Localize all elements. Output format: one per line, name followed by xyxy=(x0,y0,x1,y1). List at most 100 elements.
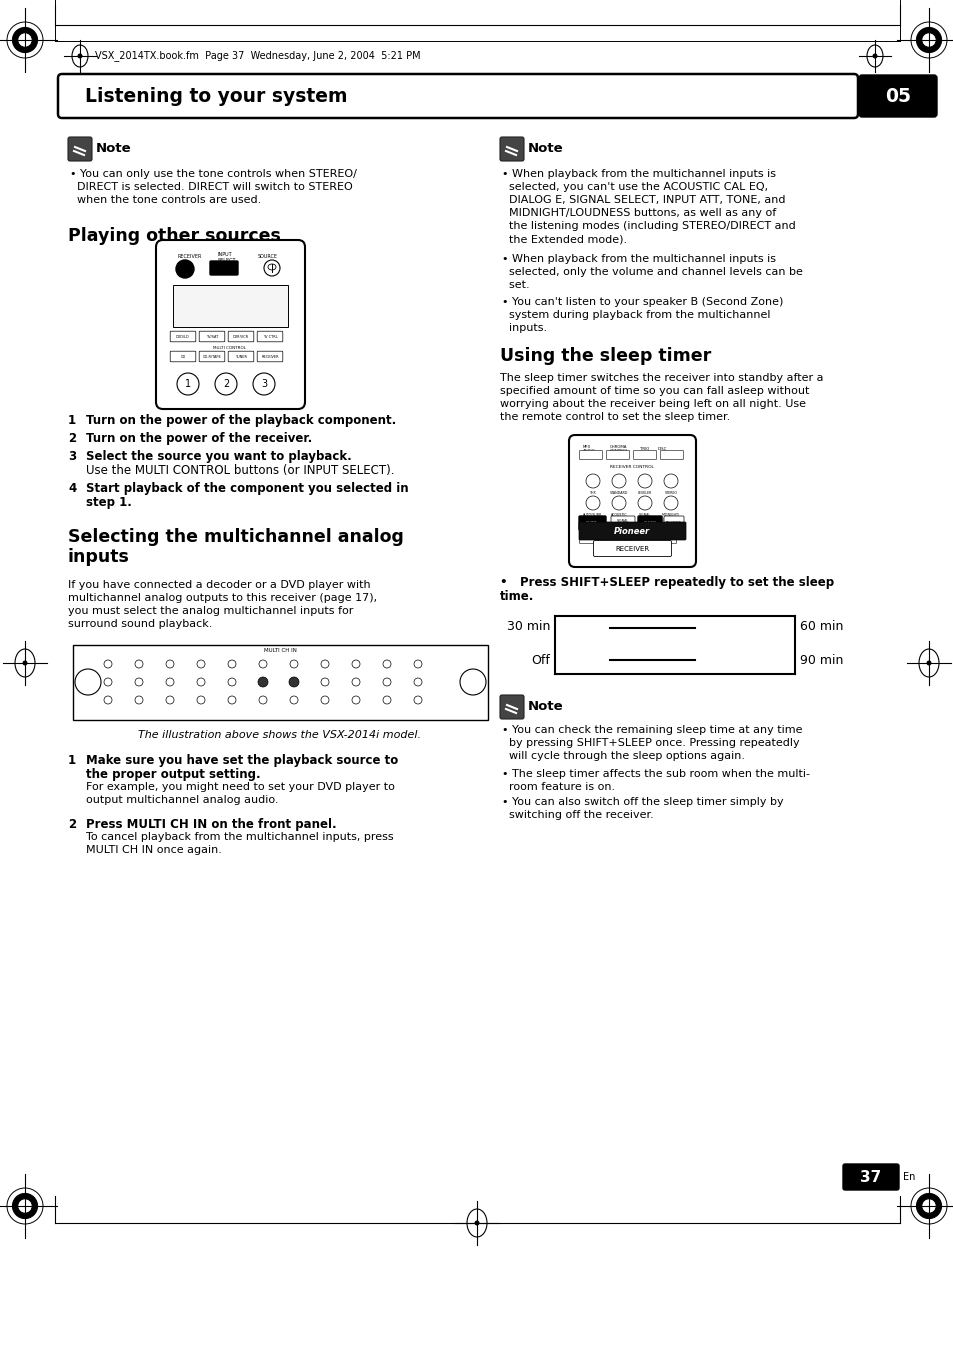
Text: Select the source you want to playback.: Select the source you want to playback. xyxy=(86,450,352,463)
Circle shape xyxy=(166,678,173,686)
Circle shape xyxy=(921,1198,935,1213)
Circle shape xyxy=(135,661,143,667)
Circle shape xyxy=(228,696,235,704)
Circle shape xyxy=(910,22,946,58)
Circle shape xyxy=(135,678,143,686)
FancyBboxPatch shape xyxy=(842,1165,898,1190)
FancyBboxPatch shape xyxy=(228,331,253,342)
Circle shape xyxy=(872,54,876,58)
Text: THX: THX xyxy=(589,490,596,494)
Text: MIDNIGHT/
LOUDNESS: MIDNIGHT/ LOUDNESS xyxy=(661,513,679,521)
Circle shape xyxy=(12,27,37,53)
Text: VSX_2014TX.book.fm  Page 37  Wednesday, June 2, 2004  5:21 PM: VSX_2014TX.book.fm Page 37 Wednesday, Ju… xyxy=(95,50,420,61)
Text: room feature is on.: room feature is on. xyxy=(501,782,615,792)
Text: Turn on the power of the receiver.: Turn on the power of the receiver. xyxy=(86,432,312,444)
Circle shape xyxy=(459,669,485,694)
Text: 60 min: 60 min xyxy=(800,620,842,632)
Text: inputs: inputs xyxy=(68,549,130,566)
FancyBboxPatch shape xyxy=(199,331,225,342)
FancyBboxPatch shape xyxy=(578,450,602,459)
Text: DISC: DISC xyxy=(658,447,667,451)
Text: worrying about the receiver being left on all night. Use: worrying about the receiver being left o… xyxy=(499,399,805,409)
FancyBboxPatch shape xyxy=(210,261,237,276)
Text: Off: Off xyxy=(531,654,550,666)
Circle shape xyxy=(196,678,205,686)
Text: output multichannel analog audio.: output multichannel analog audio. xyxy=(86,794,278,805)
Text: TV CTRL: TV CTRL xyxy=(262,335,277,339)
Circle shape xyxy=(166,696,173,704)
Circle shape xyxy=(196,661,205,667)
Text: TRIO: TRIO xyxy=(639,447,649,451)
Text: STEREO: STEREO xyxy=(664,490,677,494)
Text: Press MULTI CH IN on the front panel.: Press MULTI CH IN on the front panel. xyxy=(86,817,336,831)
Circle shape xyxy=(12,1193,37,1219)
Text: multichannel analog outputs to this receiver (page 17),: multichannel analog outputs to this rece… xyxy=(68,593,376,603)
Text: the Extended mode).: the Extended mode). xyxy=(501,234,626,245)
Text: ACOUSTIC
EQ: ACOUSTIC EQ xyxy=(610,513,626,521)
Text: 2: 2 xyxy=(68,817,76,831)
Circle shape xyxy=(258,661,267,667)
Circle shape xyxy=(290,678,297,686)
Circle shape xyxy=(352,661,359,667)
Circle shape xyxy=(352,678,359,686)
Circle shape xyxy=(320,696,329,704)
Circle shape xyxy=(257,677,268,688)
Circle shape xyxy=(382,678,391,686)
FancyBboxPatch shape xyxy=(578,516,605,530)
Text: • When playback from the multichannel inputs is: • When playback from the multichannel in… xyxy=(501,169,775,178)
Circle shape xyxy=(7,1188,43,1224)
FancyBboxPatch shape xyxy=(657,532,676,543)
Circle shape xyxy=(75,669,101,694)
FancyBboxPatch shape xyxy=(631,532,650,543)
Text: En: En xyxy=(902,1173,915,1182)
Circle shape xyxy=(23,661,27,665)
Bar xyxy=(73,644,488,720)
Text: • You can only use the tone controls when STEREO/: • You can only use the tone controls whe… xyxy=(70,169,356,178)
Text: 37: 37 xyxy=(860,1170,881,1185)
Circle shape xyxy=(921,32,935,47)
Circle shape xyxy=(585,496,599,509)
Circle shape xyxy=(289,677,298,688)
FancyBboxPatch shape xyxy=(257,331,282,342)
Text: • You can't listen to your speaker B (Second Zone): • You can't listen to your speaker B (Se… xyxy=(501,297,782,307)
Circle shape xyxy=(910,1188,946,1224)
Text: surround sound playback.: surround sound playback. xyxy=(68,619,213,630)
FancyBboxPatch shape xyxy=(605,532,624,543)
Text: the proper output setting.: the proper output setting. xyxy=(86,767,260,781)
Text: by pressing SHIFT+SLEEP once. Pressing repeatedly: by pressing SHIFT+SLEEP once. Pressing r… xyxy=(501,738,799,748)
FancyBboxPatch shape xyxy=(593,540,671,557)
Text: For example, you might need to set your DVD player to: For example, you might need to set your … xyxy=(86,782,395,792)
Text: selected, only the volume and channel levels can be: selected, only the volume and channel le… xyxy=(501,267,802,277)
Text: CD-R/TAPE: CD-R/TAPE xyxy=(202,354,221,358)
FancyBboxPatch shape xyxy=(578,532,598,543)
Circle shape xyxy=(638,496,651,509)
Circle shape xyxy=(18,32,32,47)
Text: time.: time. xyxy=(499,590,534,603)
Text: MFX
AUDIO: MFX AUDIO xyxy=(582,444,595,454)
FancyBboxPatch shape xyxy=(858,76,936,118)
Circle shape xyxy=(135,696,143,704)
Text: INPUT: INPUT xyxy=(218,251,233,257)
Text: the remote control to set the sleep timer.: the remote control to set the sleep time… xyxy=(499,412,729,422)
Circle shape xyxy=(264,259,280,276)
Circle shape xyxy=(258,678,267,686)
Circle shape xyxy=(290,696,297,704)
Circle shape xyxy=(320,661,329,667)
Circle shape xyxy=(228,678,235,686)
FancyBboxPatch shape xyxy=(663,516,683,530)
Text: 05: 05 xyxy=(884,86,910,105)
Text: selected, you can't use the ACOUSTIC CAL EQ,: selected, you can't use the ACOUSTIC CAL… xyxy=(501,182,767,192)
FancyBboxPatch shape xyxy=(170,351,195,362)
FancyBboxPatch shape xyxy=(638,516,661,530)
Text: SIGNAL
CHANGE: SIGNAL CHANGE xyxy=(616,519,629,527)
Text: RECEIVER: RECEIVER xyxy=(615,546,648,553)
Text: 4: 4 xyxy=(68,482,76,494)
Text: step 1.: step 1. xyxy=(86,496,132,509)
Text: RECEIVER CONTROL: RECEIVER CONTROL xyxy=(609,465,653,469)
Circle shape xyxy=(18,1198,32,1213)
FancyBboxPatch shape xyxy=(170,331,195,342)
Circle shape xyxy=(414,678,421,686)
Text: system during playback from the multichannel: system during playback from the multicha… xyxy=(501,309,770,320)
FancyBboxPatch shape xyxy=(58,74,857,118)
Text: •   Press SHIFT+SLEEP repeatedly to set the sleep: • Press SHIFT+SLEEP repeatedly to set th… xyxy=(499,576,833,589)
